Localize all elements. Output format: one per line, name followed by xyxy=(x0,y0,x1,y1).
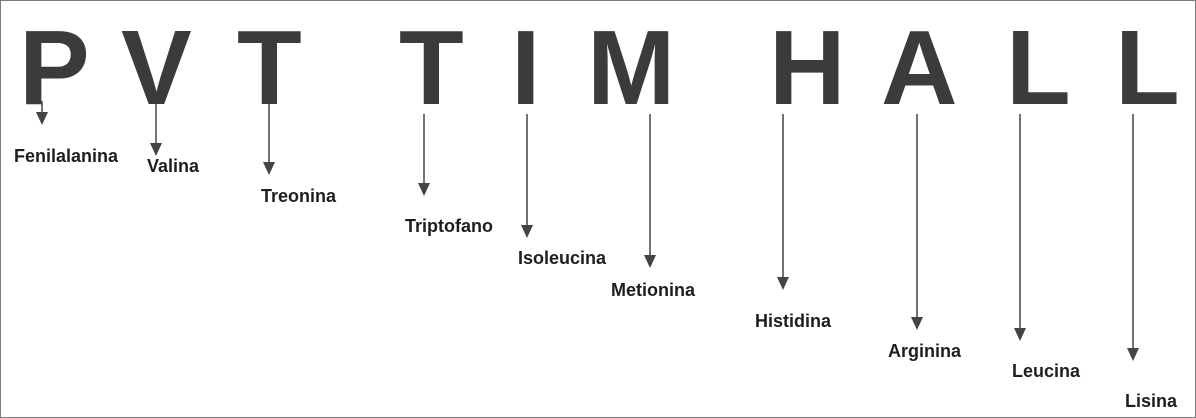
letter-l-2: L xyxy=(1115,9,1180,127)
arrow-isoleucina xyxy=(521,114,533,238)
label-fenilalanina: Fenilalanina xyxy=(14,146,119,166)
arrow-arginina xyxy=(911,114,923,330)
letter-i: I xyxy=(511,9,541,127)
arrow-lisina xyxy=(1127,114,1139,361)
label-triptofano: Triptofano xyxy=(405,216,493,236)
label-histidina: Histidina xyxy=(755,311,832,331)
letter-l-1: L xyxy=(1006,9,1071,127)
letter-p: P xyxy=(19,9,90,127)
arrow-metionina xyxy=(644,114,656,268)
arrow-treonina xyxy=(263,103,275,175)
letter-h: H xyxy=(769,9,846,127)
arrow-triptofano xyxy=(418,114,430,196)
label-lisina: Lisina xyxy=(1125,391,1178,411)
letter-m: M xyxy=(587,9,676,127)
arrow-leucina xyxy=(1014,114,1026,341)
letter-a: A xyxy=(881,9,958,127)
arrow-valina xyxy=(150,103,162,156)
label-isoleucina: Isoleucina xyxy=(518,248,607,268)
label-leucina: Leucina xyxy=(1012,361,1081,381)
label-arginina: Arginina xyxy=(888,341,962,361)
label-metionina: Metionina xyxy=(611,280,695,300)
arrow-fenilalanina xyxy=(36,101,48,125)
label-valina: Valina xyxy=(147,156,200,176)
arrow-histidina xyxy=(777,114,789,290)
letter-t-2: T xyxy=(399,9,464,127)
label-treonina: Treonina xyxy=(261,186,337,206)
